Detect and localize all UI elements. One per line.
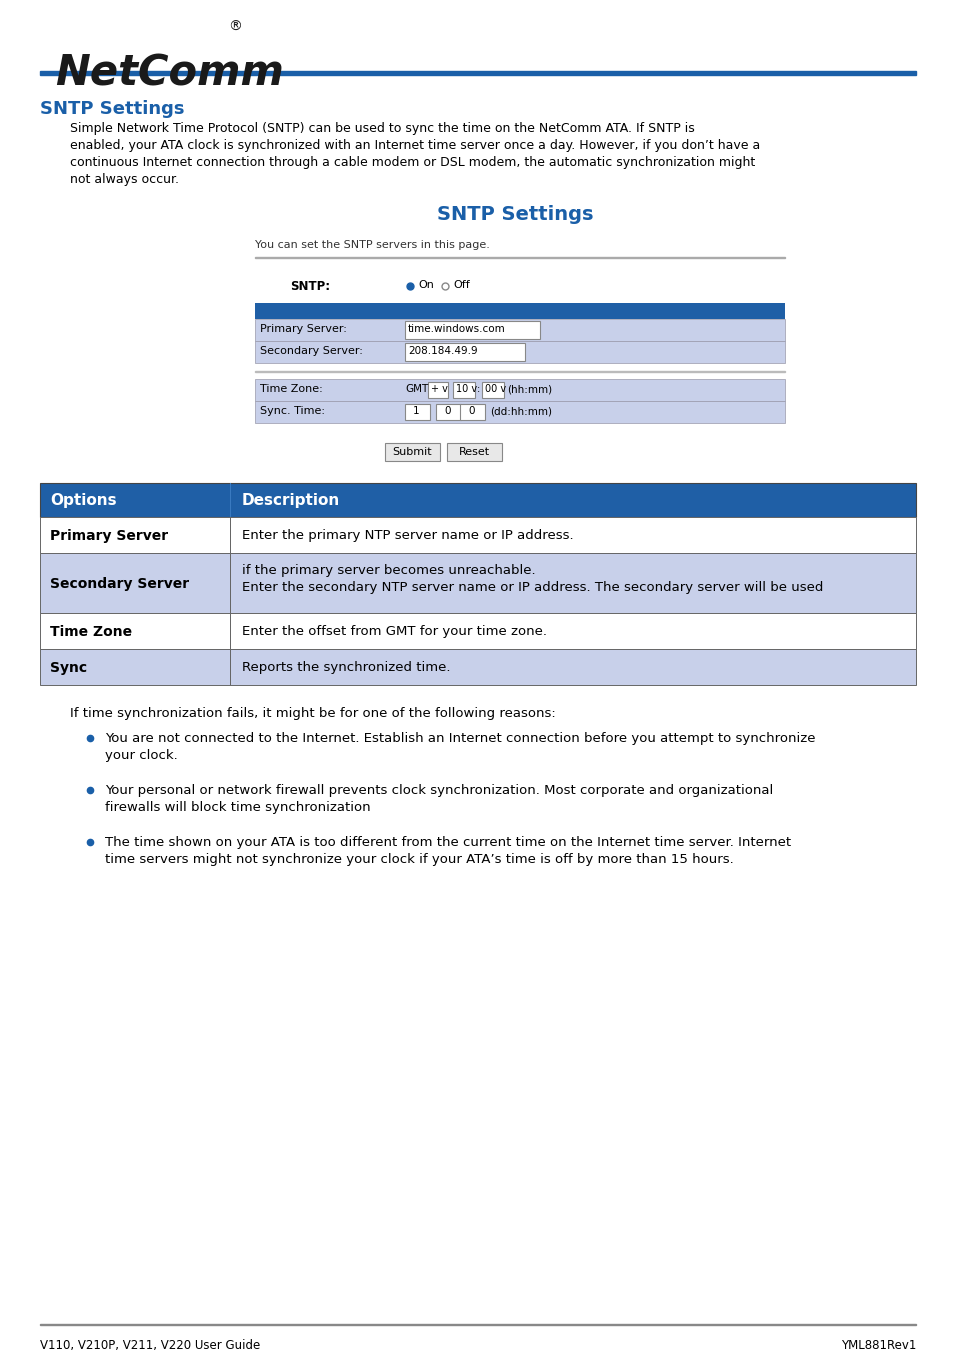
Text: GMT: GMT — [405, 383, 428, 394]
Text: Submit: Submit — [392, 447, 432, 458]
Bar — [385, 443, 439, 460]
Text: You can set the SNTP servers in this page.: You can set the SNTP servers in this pag… — [254, 240, 489, 250]
Text: If time synchronization fails, it might be for one of the following reasons:: If time synchronization fails, it might … — [70, 707, 556, 720]
Bar — [40, 72, 915, 76]
Text: The time shown on your ATA is too different from the current time on the Interne: The time shown on your ATA is too differ… — [105, 836, 790, 849]
Bar — [230, 517, 232, 553]
Text: On: On — [417, 279, 434, 290]
Bar — [453, 382, 475, 398]
Bar — [254, 401, 784, 423]
Bar — [405, 404, 430, 420]
Text: SNTP Settings: SNTP Settings — [40, 100, 184, 117]
Text: time servers might not synchronize your clock if your ATA’s time is off by more : time servers might not synchronize your … — [105, 853, 733, 865]
Text: 0: 0 — [443, 406, 450, 416]
Text: Time Zone:: Time Zone: — [260, 383, 322, 394]
Text: Your personal or network firewall prevents clock synchronization. Most corporate: Your personal or network firewall preven… — [105, 784, 773, 796]
Bar — [230, 613, 232, 649]
Bar — [40, 613, 915, 649]
Text: enabled, your ATA clock is synchronized with an Internet time server once a day.: enabled, your ATA clock is synchronized … — [70, 139, 760, 153]
Text: Time Zone: Time Zone — [50, 625, 132, 639]
Text: YML881Rev1: YML881Rev1 — [840, 1339, 915, 1350]
Bar — [230, 483, 232, 517]
Bar — [254, 342, 784, 363]
Bar — [481, 382, 503, 398]
Text: Sync. Time:: Sync. Time: — [260, 406, 325, 416]
Text: not always occur.: not always occur. — [70, 173, 179, 186]
Text: if the primary server becomes unreachable.: if the primary server becomes unreachabl… — [242, 564, 535, 576]
Text: 208.184.49.9: 208.184.49.9 — [408, 346, 477, 356]
Bar — [40, 483, 915, 517]
Bar — [254, 379, 784, 401]
Bar — [40, 517, 915, 553]
Text: NetComm: NetComm — [55, 53, 284, 94]
Text: your clock.: your clock. — [105, 749, 177, 761]
Bar — [230, 554, 232, 613]
Bar — [254, 319, 784, 342]
Text: Options: Options — [50, 494, 116, 509]
Text: 1: 1 — [413, 406, 419, 416]
Bar — [405, 321, 539, 339]
Text: You are not connected to the Internet. Establish an Internet connection before y: You are not connected to the Internet. E… — [105, 732, 815, 745]
Text: 00 v: 00 v — [484, 383, 506, 394]
Bar — [254, 302, 784, 319]
Text: (dd:hh:mm): (dd:hh:mm) — [490, 406, 552, 416]
Text: Off: Off — [453, 279, 469, 290]
Text: SNTP Settings: SNTP Settings — [436, 205, 593, 224]
Text: firewalls will block time synchronization: firewalls will block time synchronizatio… — [105, 801, 370, 814]
Text: 10 v: 10 v — [456, 383, 476, 394]
Text: Enter the secondary NTP server name or IP address. The secondary server will be : Enter the secondary NTP server name or I… — [242, 580, 822, 594]
Text: Simple Network Time Protocol (SNTP) can be used to sync the time on the NetComm : Simple Network Time Protocol (SNTP) can … — [70, 122, 694, 135]
Text: SNTP:: SNTP: — [290, 279, 330, 293]
Text: Enter the offset from GMT for your time zone.: Enter the offset from GMT for your time … — [242, 625, 546, 639]
Text: Description: Description — [242, 494, 340, 509]
Bar — [436, 404, 460, 420]
Bar — [40, 649, 915, 684]
Text: V110, V210P, V211, V220 User Guide: V110, V210P, V211, V220 User Guide — [40, 1339, 260, 1350]
Text: Enter the primary NTP server name or IP address.: Enter the primary NTP server name or IP … — [242, 529, 573, 543]
Text: Reset: Reset — [458, 447, 489, 458]
Bar — [40, 554, 915, 613]
Text: + v: + v — [431, 383, 447, 394]
Bar — [447, 443, 501, 460]
Bar — [428, 382, 448, 398]
Text: :: : — [476, 383, 479, 394]
Text: ®: ® — [228, 20, 242, 34]
Text: Secondary Server: Secondary Server — [50, 576, 189, 591]
Bar — [230, 649, 232, 684]
Bar — [405, 343, 524, 360]
Text: Reports the synchronized time.: Reports the synchronized time. — [242, 662, 450, 675]
Text: Primary Server:: Primary Server: — [260, 324, 347, 333]
Text: continuous Internet connection through a cable modem or DSL modem, the automatic: continuous Internet connection through a… — [70, 157, 755, 169]
Bar — [459, 404, 484, 420]
Text: 0: 0 — [468, 406, 474, 416]
Text: Secondary Server:: Secondary Server: — [260, 346, 362, 356]
Text: (hh:mm): (hh:mm) — [506, 383, 552, 394]
Text: time.windows.com: time.windows.com — [408, 324, 505, 333]
Text: Sync: Sync — [50, 662, 87, 675]
Text: Primary Server: Primary Server — [50, 529, 168, 543]
